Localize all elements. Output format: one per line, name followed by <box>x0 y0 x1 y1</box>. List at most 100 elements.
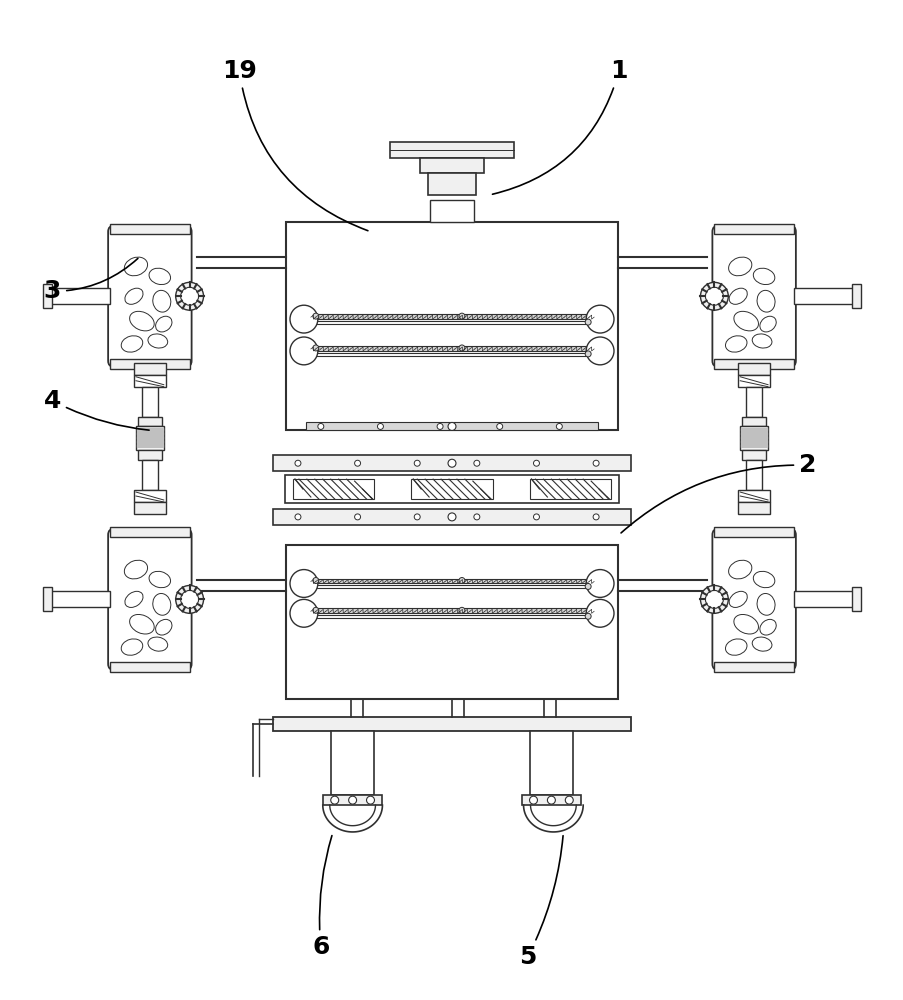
Circle shape <box>496 423 502 429</box>
Circle shape <box>354 514 360 520</box>
Ellipse shape <box>121 639 143 655</box>
Circle shape <box>584 351 591 357</box>
Circle shape <box>459 345 464 351</box>
Ellipse shape <box>148 334 167 348</box>
Circle shape <box>294 460 301 466</box>
Text: 6: 6 <box>312 836 331 959</box>
Bar <box>110 527 190 537</box>
Bar <box>303 608 600 613</box>
Circle shape <box>533 460 539 466</box>
Ellipse shape <box>129 614 154 634</box>
Circle shape <box>585 599 613 627</box>
Bar <box>110 224 190 234</box>
Ellipse shape <box>756 593 774 615</box>
Bar <box>793 288 852 304</box>
Bar <box>713 359 793 369</box>
Bar <box>793 591 852 607</box>
Bar <box>273 717 630 731</box>
Ellipse shape <box>149 268 171 285</box>
Circle shape <box>377 423 383 429</box>
Ellipse shape <box>121 336 143 352</box>
FancyBboxPatch shape <box>108 226 191 367</box>
Bar <box>142 460 158 490</box>
Circle shape <box>175 282 203 310</box>
Ellipse shape <box>751 334 771 348</box>
Circle shape <box>473 514 479 520</box>
Bar <box>411 479 492 499</box>
Circle shape <box>290 305 318 333</box>
Bar <box>285 545 618 699</box>
Circle shape <box>294 514 301 520</box>
Circle shape <box>547 796 554 804</box>
Circle shape <box>459 313 464 319</box>
Ellipse shape <box>149 571 171 588</box>
Circle shape <box>459 607 464 613</box>
Bar <box>713 224 793 234</box>
Ellipse shape <box>752 268 774 285</box>
Bar <box>303 346 600 351</box>
Bar <box>134 502 165 514</box>
Bar <box>740 426 768 450</box>
Circle shape <box>704 287 722 305</box>
Ellipse shape <box>148 637 167 651</box>
Ellipse shape <box>733 614 758 634</box>
Text: 1: 1 <box>492 59 627 194</box>
Text: 5: 5 <box>518 836 563 969</box>
Circle shape <box>700 585 728 613</box>
Ellipse shape <box>728 257 751 276</box>
Circle shape <box>564 796 573 804</box>
Bar <box>110 359 190 369</box>
Circle shape <box>585 305 613 333</box>
Bar <box>330 731 374 795</box>
Circle shape <box>448 513 455 521</box>
Bar <box>713 662 793 672</box>
Ellipse shape <box>725 336 746 352</box>
Bar <box>738 375 769 387</box>
Bar <box>293 479 374 499</box>
Ellipse shape <box>728 560 751 579</box>
Bar <box>42 587 52 611</box>
Ellipse shape <box>729 288 747 304</box>
Bar <box>51 288 110 304</box>
Circle shape <box>533 514 539 520</box>
Circle shape <box>700 282 728 310</box>
Bar <box>134 375 165 387</box>
FancyBboxPatch shape <box>108 529 191 670</box>
Text: 2: 2 <box>620 453 815 533</box>
Circle shape <box>584 319 591 325</box>
Bar <box>303 314 600 319</box>
Bar <box>138 450 162 460</box>
Circle shape <box>366 796 374 804</box>
Bar <box>745 387 761 417</box>
Circle shape <box>585 570 613 597</box>
Circle shape <box>290 570 318 597</box>
Circle shape <box>349 796 356 804</box>
Text: 4: 4 <box>43 389 149 430</box>
Circle shape <box>448 422 455 430</box>
Circle shape <box>592 460 599 466</box>
Ellipse shape <box>129 311 154 331</box>
Circle shape <box>330 796 339 804</box>
Circle shape <box>584 583 591 589</box>
Ellipse shape <box>733 311 758 331</box>
Ellipse shape <box>155 316 172 332</box>
Ellipse shape <box>153 593 171 615</box>
Circle shape <box>290 337 318 365</box>
Ellipse shape <box>729 591 747 607</box>
Ellipse shape <box>751 637 771 651</box>
Ellipse shape <box>759 316 776 332</box>
Bar <box>138 417 162 426</box>
Bar <box>745 460 761 490</box>
Bar <box>273 509 630 525</box>
Bar <box>134 490 165 502</box>
Ellipse shape <box>153 290 171 312</box>
Circle shape <box>414 460 420 466</box>
Circle shape <box>585 337 613 365</box>
Bar <box>741 450 765 460</box>
Ellipse shape <box>125 560 147 579</box>
Bar <box>303 579 600 583</box>
Circle shape <box>704 590 722 608</box>
Bar <box>529 731 573 795</box>
Bar <box>738 490 769 502</box>
Ellipse shape <box>125 591 143 607</box>
